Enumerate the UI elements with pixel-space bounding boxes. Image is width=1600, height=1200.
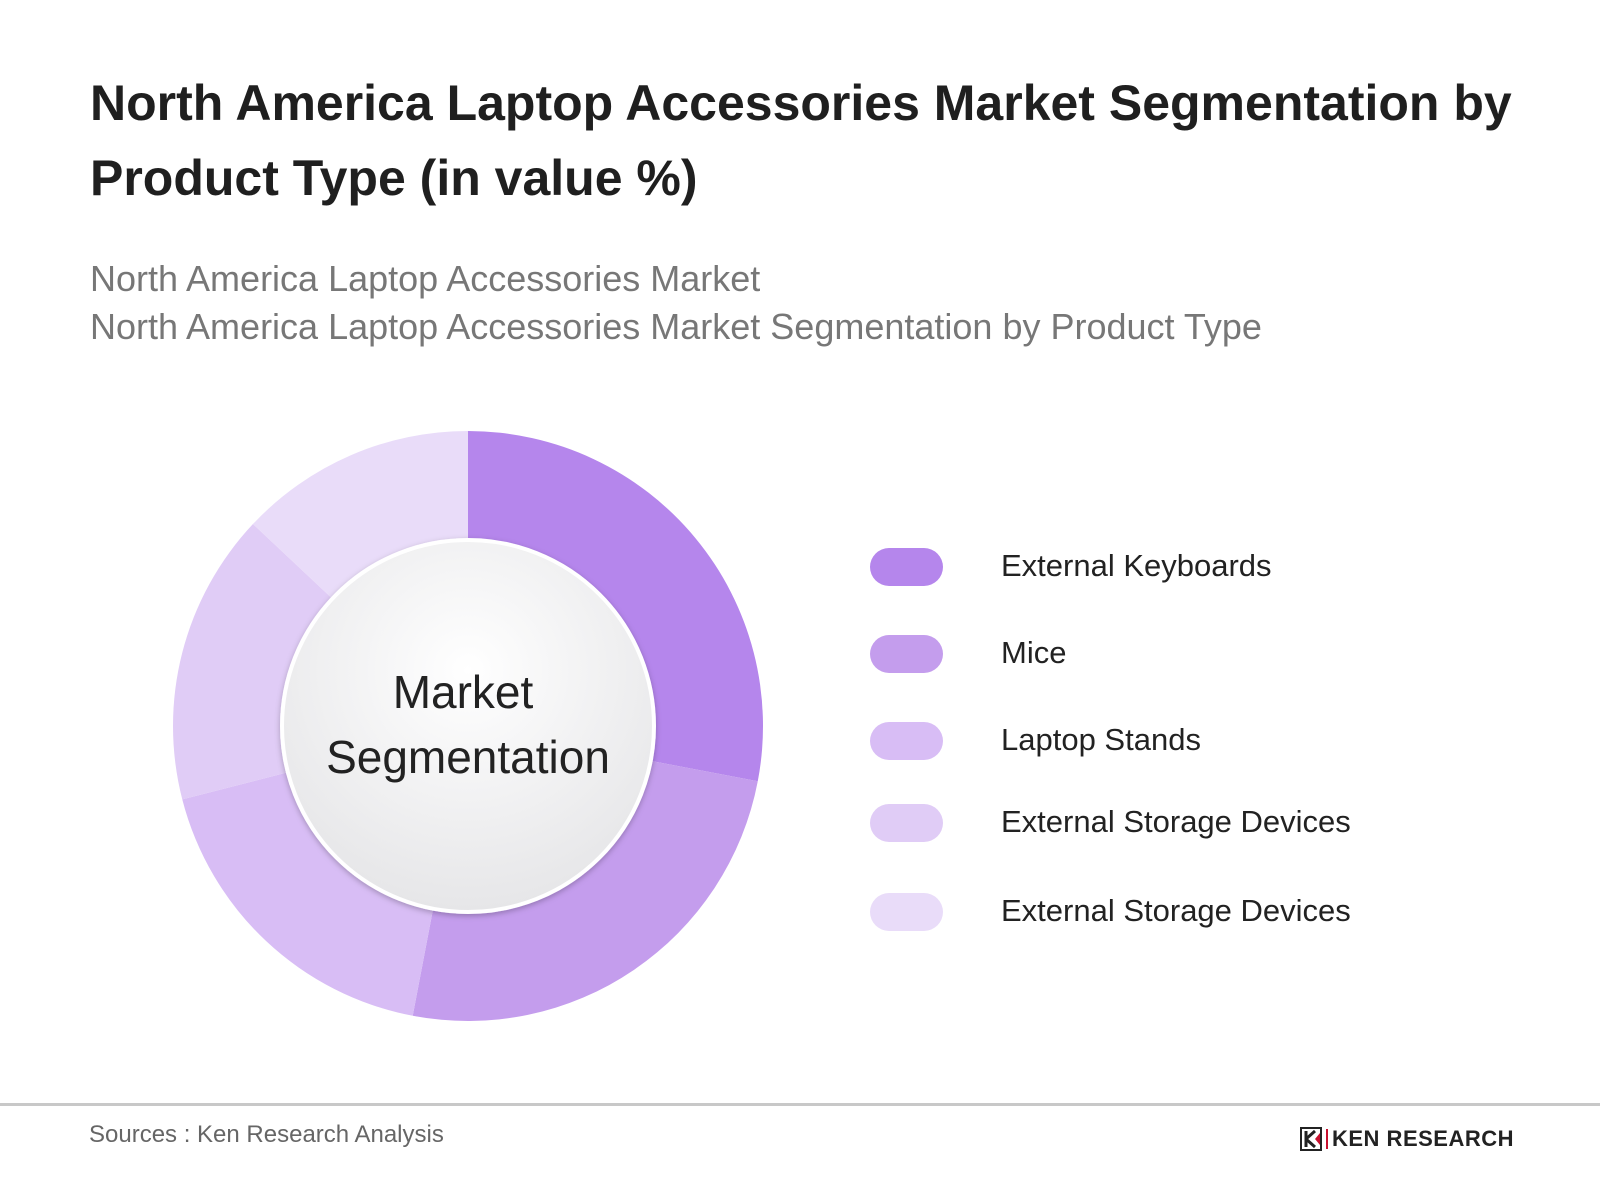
chart-title: North America Laptop Accessories Market …	[90, 75, 1512, 206]
legend-swatch	[870, 804, 943, 842]
legend-label: Laptop Stands	[1001, 722, 1201, 757]
legend-label: External Storage Devices	[1001, 893, 1351, 928]
legend-swatch	[870, 548, 943, 586]
legend-swatch	[870, 635, 943, 673]
logo-separator	[1326, 1129, 1328, 1149]
donut-slice-2	[412, 754, 758, 1022]
logo-text: KEN RESEARCH	[1332, 1126, 1515, 1151]
legend-swatch	[870, 893, 943, 931]
ken-research-logo: KEN RESEARCH	[1300, 1126, 1514, 1152]
sources-note: Sources : Ken Research Analysis	[89, 1121, 444, 1148]
legend-label: Mice	[1001, 635, 1067, 670]
legend-label: External Keyboards	[1001, 548, 1272, 583]
chart-subtitle-1: North America Laptop Accessories Market	[90, 258, 761, 299]
center-label-line-1: Market	[393, 666, 534, 718]
legend-label: External Storage Devices	[1001, 804, 1351, 839]
donut-slice-1	[468, 431, 764, 782]
donut-slice-3	[182, 763, 440, 1016]
donut-center	[280, 538, 656, 914]
footer-divider	[0, 1103, 1600, 1106]
chart-subtitle-2: North America Laptop Accessories Market …	[90, 306, 1262, 347]
center-label-line-2: Segmentation	[326, 731, 610, 783]
legend-swatch	[870, 722, 943, 760]
ken-research-logo-icon	[1300, 1127, 1322, 1151]
